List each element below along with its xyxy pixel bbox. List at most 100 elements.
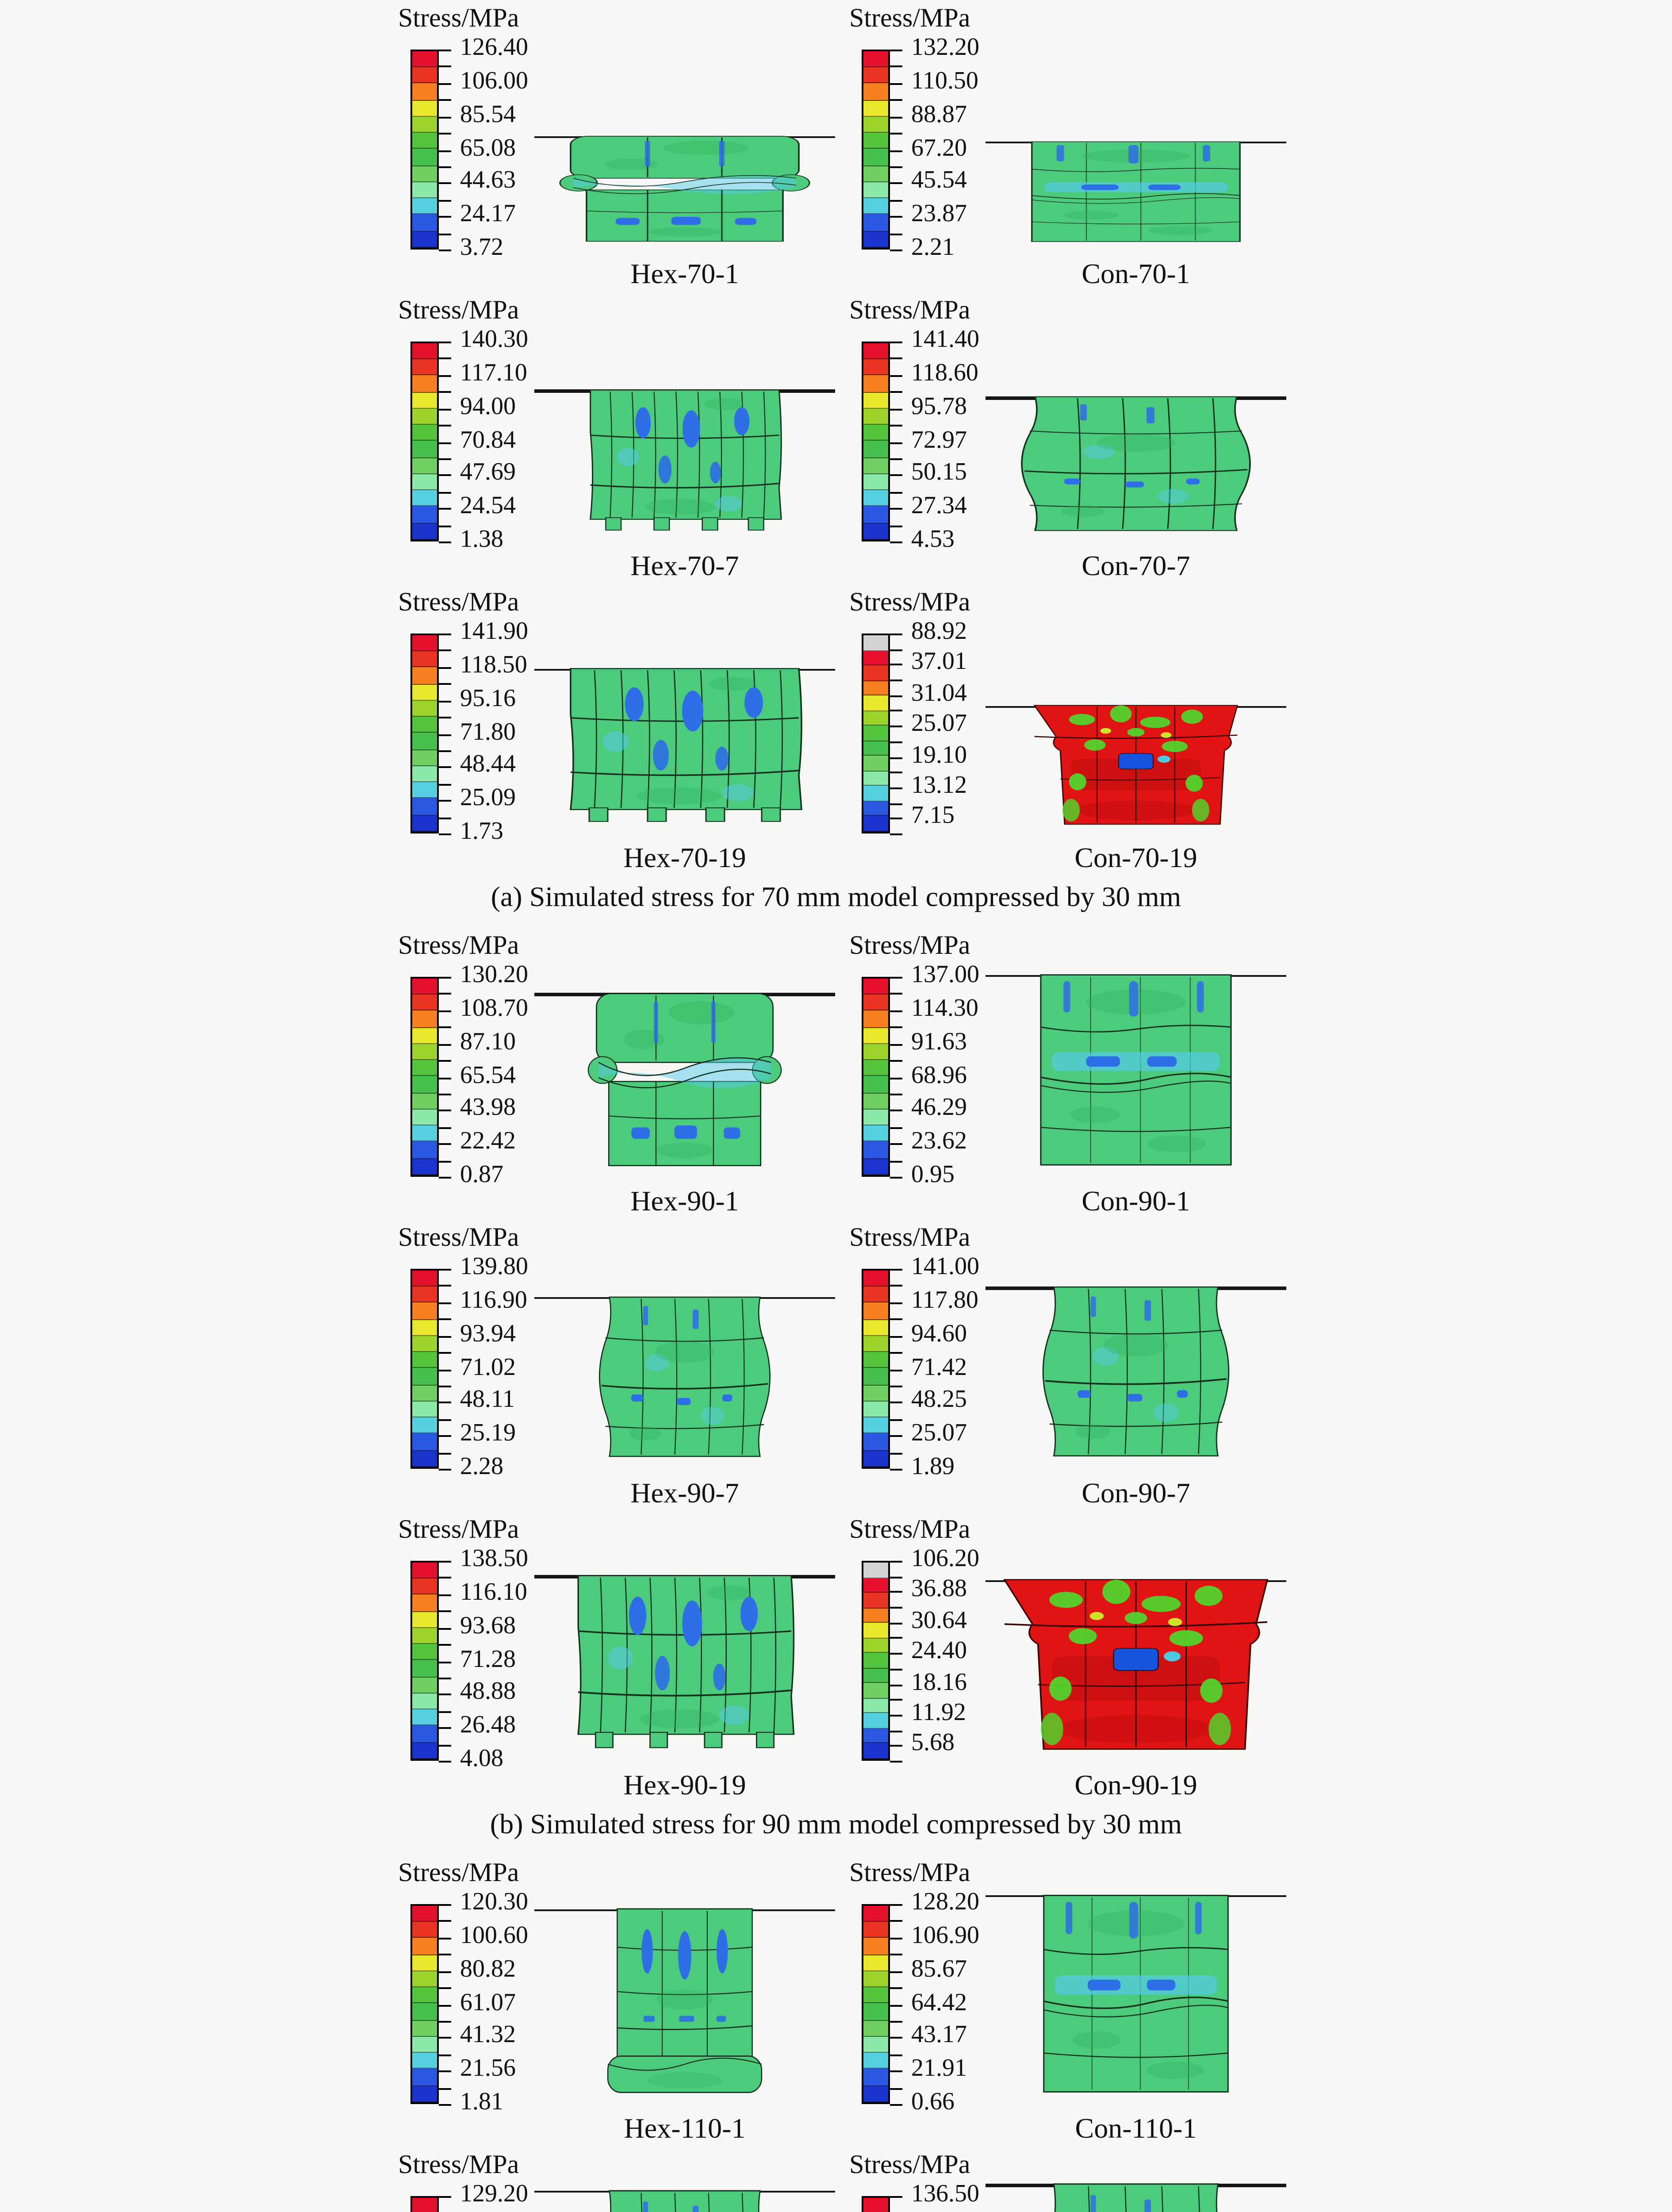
colorbar-segment	[863, 650, 888, 666]
colorbar-tick	[890, 358, 902, 360]
model-contour-svg	[1043, 1894, 1229, 2093]
model-contour	[552, 129, 817, 246]
colorbar-segment	[863, 1623, 888, 1638]
legend-value: 68.96	[911, 1063, 967, 1089]
legend-value: 70.84	[460, 427, 516, 454]
colorbar-tick	[890, 250, 902, 251]
legend-value: 116.10	[460, 1580, 527, 1607]
colorbar-tick	[439, 833, 451, 835]
colorbar-tick	[439, 358, 451, 360]
legend-value: 129.20	[460, 2182, 528, 2208]
colorbar-segment	[412, 457, 437, 474]
legend-value: 106.90	[911, 1923, 979, 1950]
colorbar-tick	[439, 1402, 451, 1404]
model-contour-svg	[607, 1908, 763, 2093]
colorbar-tick	[439, 767, 451, 769]
model-figure	[534, 1878, 835, 2125]
colorbar-segment	[412, 165, 437, 182]
colorbar-tick	[439, 783, 451, 785]
legend-value: 95.16	[460, 686, 516, 713]
colorbar-tick	[890, 1369, 902, 1371]
colorbar-segment	[412, 231, 437, 248]
colorbar-tick	[439, 1987, 451, 1989]
colorbar-bar	[410, 1561, 439, 1761]
section-a: Stress/MPa 126.40 106.00 85.54 65.08 44.63 24.…	[0, 5, 1672, 933]
colorbar-segment	[412, 392, 437, 409]
colorbar: 88.92 37.01 31.04 25.07 19.10 13.12 7.15	[862, 620, 1030, 835]
colorbar-tick	[439, 541, 451, 543]
colorbar-segment	[863, 408, 888, 425]
model-caption: Hex-90-1	[630, 1187, 739, 1217]
model-caption: Hex-110-1	[624, 2115, 746, 2145]
colorbar-segment	[412, 1368, 437, 1385]
colorbar-segment	[412, 67, 437, 84]
legend-value: 94.60	[911, 1321, 967, 1348]
colorbar-segment	[412, 474, 437, 491]
colorbar-tick	[890, 1177, 902, 1179]
colorbar-segment	[412, 782, 437, 799]
colorbar-tick	[890, 680, 902, 682]
model-figure	[986, 1878, 1286, 2125]
colorbar-segment	[412, 100, 437, 117]
legend-value: 72.97	[911, 427, 967, 454]
colorbar-tick	[439, 1419, 451, 1421]
colorbar-tick	[890, 1435, 902, 1437]
colorbar-tick	[439, 1385, 451, 1387]
legend-value: 13.12	[911, 773, 967, 800]
figure-row: Stress/MPa 130.20 108.70 87.10 65.54 43.98 22.…	[0, 933, 1672, 1225]
colorbar-bar	[862, 342, 890, 541]
model-contour	[996, 1555, 1276, 1757]
colorbar-segment	[863, 771, 888, 787]
colorbar-tick	[890, 408, 902, 410]
colorbar-tick	[890, 1010, 902, 1012]
colorbar-tick	[890, 392, 902, 393]
colorbar-tick	[890, 1937, 902, 1939]
legend-value: 1.81	[460, 2090, 503, 2116]
colorbar-tick	[890, 1576, 902, 1578]
figure-panel-hex-90-19: Stress/MPa 138.50 116.10 93.68 71.28 48.88 26.…	[398, 1517, 849, 1809]
colorbar-segment	[863, 1608, 888, 1623]
colorbar-tick	[890, 116, 902, 118]
legend-value: 37.01	[911, 650, 967, 677]
figure-panel-con-110-7: Stress/MPa 136.50114.0091.4468.9046.3523.…	[849, 2152, 1300, 2212]
colorbar-segment	[412, 441, 437, 458]
colorbar-segment	[863, 507, 888, 523]
colorbar-segment	[412, 1352, 437, 1369]
colorbar-tick	[439, 1561, 451, 1563]
legend-value: 100.60	[460, 1923, 528, 1950]
colorbar-segment	[412, 1955, 437, 1971]
colorbar-segment	[863, 1158, 888, 1175]
colorbar-segment	[863, 1743, 888, 1759]
colorbar-segment	[412, 1677, 437, 1694]
colorbar-tick	[890, 100, 902, 101]
model-figure	[986, 607, 1286, 855]
colorbar-segment	[863, 1286, 888, 1303]
colorbar-segment	[412, 2004, 437, 2020]
figure-panel-hex-110-7: Stress/MPa 129.20108.4087.4866.6045.7224.…	[398, 2152, 849, 2212]
colorbar-segment	[412, 1125, 437, 1142]
legend-value: 7.15	[911, 804, 955, 831]
colorbar-tick	[439, 216, 451, 218]
colorbar-segment	[412, 1271, 437, 1287]
colorbar-tick	[439, 1677, 451, 1679]
colorbar-segment	[863, 979, 888, 995]
colorbar-tick	[439, 1285, 451, 1287]
colorbar-tick	[439, 1160, 451, 1162]
colorbar-tick	[439, 1594, 451, 1596]
colorbar-segment	[863, 100, 888, 117]
colorbar-tick	[890, 1060, 902, 1062]
colorbar-segment	[863, 1434, 888, 1451]
colorbar-segment	[863, 680, 888, 696]
legend-value: 88.87	[911, 102, 967, 129]
colorbar-segment	[863, 1450, 888, 1467]
colorbar-tick	[890, 1352, 902, 1354]
colorbar-segment	[863, 2020, 888, 2037]
model-contour-svg	[577, 1575, 795, 1748]
legend-title: Stress/MPa	[398, 2152, 519, 2180]
colorbar-segment	[863, 695, 888, 711]
colorbar-segment	[863, 133, 888, 150]
colorbar-segment	[863, 149, 888, 166]
section-caption-a: (a) Simulated stress for 70 mm model com…	[491, 883, 1181, 913]
colorbar-segment	[412, 490, 437, 507]
